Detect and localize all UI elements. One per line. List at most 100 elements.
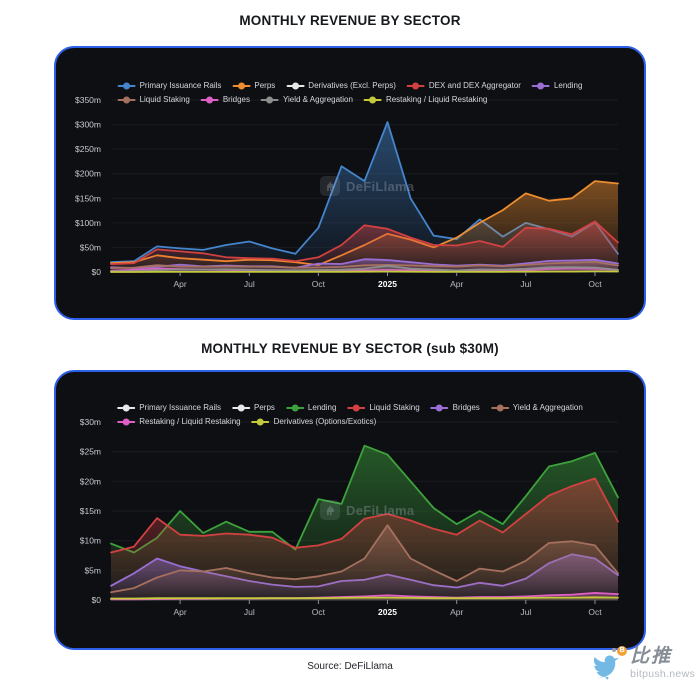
x-tick-label-jul: Jul bbox=[520, 607, 531, 617]
legend-label: Primary Issuance Rails bbox=[139, 81, 222, 90]
legend-label: Perps bbox=[254, 403, 275, 412]
series-yield-aggregation bbox=[110, 264, 619, 273]
legend-row: Primary Issuance Rails Perps Lending Liquid… bbox=[117, 403, 583, 412]
watermark-label: DeFiLlama bbox=[346, 178, 415, 194]
chart1-plot-area[interactable]: Apr Jul Oct 2025 Apr Jul Oct $350m $300m $250m $20… bbox=[56, 48, 642, 318]
x-tick-label-oct: Oct bbox=[312, 279, 326, 289]
y-tick-label-0: $0 bbox=[92, 595, 102, 605]
x-tick-label-oct: Oct bbox=[588, 607, 602, 617]
legend-item-derivatives-excl-perps[interactable]: Derivatives (Excl. Perps) bbox=[286, 81, 396, 90]
y-tick-label-50m: $50m bbox=[80, 242, 101, 252]
y-tick-label-10m: $10m bbox=[80, 536, 101, 546]
legend-marker-icon bbox=[251, 418, 270, 425]
legend-marker-icon bbox=[232, 404, 251, 411]
legend-item-yield-aggregation[interactable]: Yield & Aggregation bbox=[260, 95, 353, 104]
legend-marker-icon bbox=[490, 404, 509, 411]
y-tick-label-150m: $150m bbox=[75, 193, 101, 203]
y-tick-label-30m: $30m bbox=[80, 417, 101, 427]
x-tick-label-apr: Apr bbox=[450, 607, 463, 617]
legend-label: Bridges bbox=[222, 95, 250, 104]
x-tick-label-apr: Apr bbox=[173, 607, 186, 617]
bitpush-domain: bitpush.news bbox=[630, 668, 695, 680]
legend-marker-icon bbox=[430, 404, 449, 411]
legend-marker-icon bbox=[531, 82, 550, 89]
x-tick-label-jul: Jul bbox=[244, 607, 255, 617]
bitpush-brand-name: 比推 bbox=[630, 646, 673, 667]
y-tick-label-100m: $100m bbox=[75, 218, 101, 228]
y-tick-label-25m: $25m bbox=[80, 447, 101, 457]
bitpush-bird-icon: B bbox=[591, 644, 629, 682]
legend-label: Lending bbox=[553, 81, 583, 90]
legend-label: Liquid Staking bbox=[369, 403, 420, 412]
legend-label: Lending bbox=[307, 403, 337, 412]
x-tick-label-apr: Apr bbox=[450, 279, 463, 289]
legend-marker-icon bbox=[286, 82, 305, 89]
legend-label: Restaking / Liquid Restaking bbox=[385, 95, 488, 104]
bitcoin-coin-icon: B bbox=[617, 646, 628, 656]
legend-item-dex-and-dex-aggregator[interactable]: DEX and DEX Aggregator bbox=[406, 81, 521, 90]
x-tick-label-2025: 2025 bbox=[378, 607, 397, 617]
legend-item-perps[interactable]: Perps bbox=[232, 81, 275, 90]
legend-marker-icon bbox=[117, 82, 136, 89]
legend-label: Yield & Aggregation bbox=[512, 403, 583, 412]
bitpush-dot bbox=[612, 648, 617, 652]
source-note: Source: DeFiLlama bbox=[307, 661, 393, 672]
legend-label: Derivatives (Excl. Perps) bbox=[308, 81, 396, 90]
legend-row: Restaking / Liquid Restaking Derivatives … bbox=[117, 417, 376, 426]
legend-item-lending[interactable]: Lending bbox=[531, 81, 583, 90]
defillama-watermark: DeFiLlama bbox=[320, 176, 414, 196]
y-tick-label-200m: $200m bbox=[75, 169, 101, 179]
defillama-logo-icon bbox=[320, 176, 340, 196]
series-restaking-liquid-restaking bbox=[110, 270, 619, 273]
y-tick-label-300m: $300m bbox=[75, 120, 101, 130]
legend-item-restaking-liquid-restaking[interactable]: Restaking / Liquid Restaking bbox=[117, 417, 241, 426]
y-tick-label-5m: $5m bbox=[84, 565, 101, 575]
legend-label: Bridges bbox=[452, 403, 480, 412]
legend-marker-icon bbox=[232, 82, 251, 89]
x-tick-label-oct: Oct bbox=[312, 607, 326, 617]
legend-item-liquid-staking[interactable]: Liquid Staking bbox=[347, 403, 420, 412]
legend-marker-icon bbox=[347, 404, 366, 411]
legend-item-derivatives-options-exotics[interactable]: Derivatives (Options/Exotics) bbox=[251, 417, 376, 426]
legend-marker-icon bbox=[117, 96, 136, 103]
x-tick-label-jul: Jul bbox=[244, 279, 255, 289]
legend-item-liquid-staking[interactable]: Liquid Staking bbox=[117, 95, 190, 104]
y-tick-label-0: $0 bbox=[92, 267, 102, 277]
legend-marker-icon bbox=[117, 418, 136, 425]
legend-item-restaking-liquid-restaking[interactable]: Restaking / Liquid Restaking bbox=[363, 95, 488, 104]
y-tick-label-15m: $15m bbox=[80, 506, 101, 516]
defillama-logo-icon bbox=[320, 500, 340, 520]
legend-item-bridges[interactable]: Bridges bbox=[430, 403, 480, 412]
defillama-watermark: DeFiLlama bbox=[320, 500, 414, 520]
legend-item-yield-aggregation[interactable]: Yield & Aggregation bbox=[490, 403, 583, 412]
legend-item-primary-issuance-rails[interactable]: Primary Issuance Rails bbox=[117, 81, 222, 90]
legend-label: Perps bbox=[254, 81, 276, 90]
x-tick-label-2025: 2025 bbox=[378, 279, 397, 289]
y-tick-label-250m: $250m bbox=[75, 144, 101, 154]
legend-marker-icon bbox=[285, 404, 304, 411]
legend-label: Restaking / Liquid Restaking bbox=[139, 417, 241, 426]
legend-label: DEX and DEX Aggregator bbox=[428, 81, 521, 90]
x-tick-label-jul: Jul bbox=[520, 279, 531, 289]
series-derivatives-options-exotics bbox=[110, 596, 619, 600]
watermark-label: DeFiLlama bbox=[346, 502, 415, 518]
legend-item-lending[interactable]: Lending bbox=[285, 403, 337, 412]
legend-marker-icon bbox=[117, 404, 136, 411]
chart2-title: MONTHLY REVENUE BY SECTOR (sub $30M) bbox=[201, 341, 499, 356]
legend-row: Primary Issuance Rails Perps Derivatives (… bbox=[117, 81, 583, 90]
legend-marker-icon bbox=[406, 82, 425, 89]
legend-item-bridges[interactable]: Bridges bbox=[200, 95, 250, 104]
y-tick-label-350m: $350m bbox=[75, 95, 101, 105]
chart2-card: Apr Jul Oct 2025 Apr Jul Oct $30m $25m $20m $15m $1… bbox=[54, 370, 646, 650]
chart2-legend: Primary Issuance Rails Perps Lending Liquid… bbox=[117, 403, 583, 426]
chart2-plot-area[interactable]: Apr Jul Oct 2025 Apr Jul Oct $30m $25m $20m $15m $1… bbox=[56, 372, 642, 648]
legend-item-perps[interactable]: Perps bbox=[232, 403, 275, 412]
legend-item-primary-issuance-rails[interactable]: Primary Issuance Rails bbox=[117, 403, 221, 412]
legend-row: Liquid Staking Bridges Yield & Aggregation… bbox=[117, 95, 488, 104]
y-tick-label-20m: $20m bbox=[80, 476, 101, 486]
series-dex-and-dex-aggregator bbox=[110, 220, 619, 272]
chart1-legend: Primary Issuance Rails Perps Derivatives (… bbox=[117, 81, 583, 104]
series-yield-aggregation bbox=[110, 524, 619, 600]
x-tick-label-apr: Apr bbox=[173, 279, 186, 289]
legend-marker-icon bbox=[200, 96, 219, 103]
